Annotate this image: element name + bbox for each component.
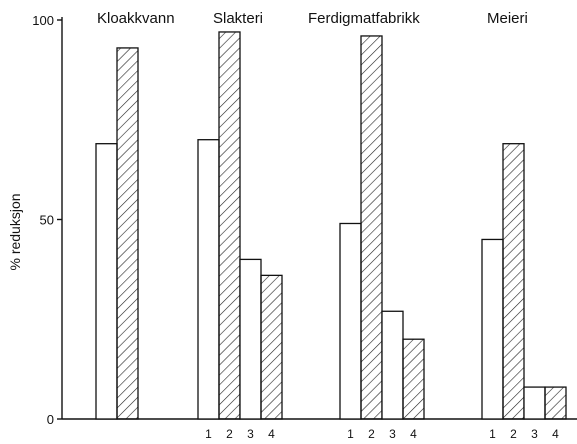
bar-sublabel: 1 (347, 427, 354, 441)
bar-sublabel: 4 (268, 427, 275, 441)
bar-sublabel: 4 (410, 427, 417, 441)
y-tick-label: 50 (40, 213, 54, 228)
bar-sublabel: 1 (489, 427, 496, 441)
bar-sublabel: 3 (531, 427, 538, 441)
bar (218, 31, 241, 420)
group-title: Ferdigmatfabrikk (308, 10, 420, 27)
bar-sublabel: 2 (226, 427, 233, 441)
bar-sublabel: 3 (389, 427, 396, 441)
bar-sublabel: 3 (247, 427, 254, 441)
y-axis-label: % reduksjon (7, 193, 23, 270)
bars-layer (95, 31, 567, 420)
bar-sublabel: 2 (368, 427, 375, 441)
bar-sublabel: 4 (552, 427, 559, 441)
y-tick-label: 100 (32, 13, 54, 28)
bar (402, 338, 425, 420)
bar (360, 35, 383, 420)
y-tick-label: 0 (47, 412, 54, 427)
bar (339, 222, 362, 420)
bar (95, 143, 118, 420)
bar (544, 386, 567, 420)
bar (502, 143, 525, 420)
group-title: Meieri (487, 10, 528, 27)
bar-sublabel: 1 (205, 427, 212, 441)
bar (481, 238, 504, 420)
bar (523, 386, 546, 420)
bar-sublabel: 2 (510, 427, 517, 441)
bar (260, 274, 283, 420)
bar (239, 258, 262, 420)
bar (381, 310, 404, 420)
bar (197, 139, 220, 420)
group-title: Kloakkvann (97, 10, 175, 27)
group-title: Slakteri (213, 10, 263, 27)
bar (116, 47, 139, 420)
